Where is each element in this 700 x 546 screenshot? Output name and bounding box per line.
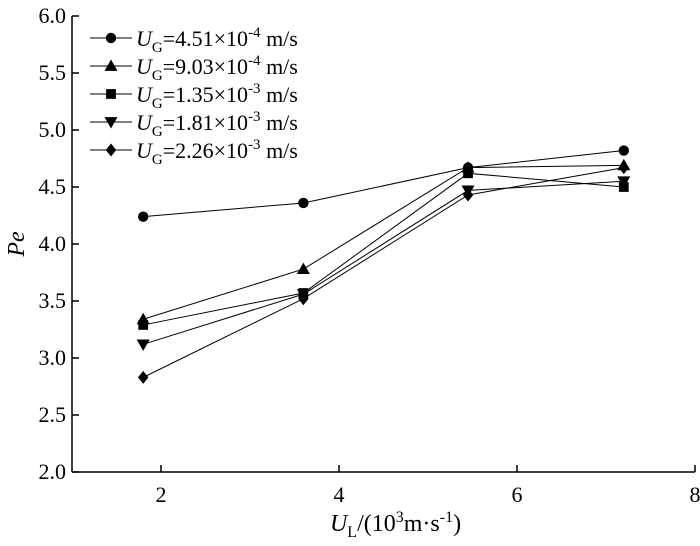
legend-u: U xyxy=(136,110,154,135)
legend-sub: G xyxy=(152,40,163,56)
x-tick-label: 4 xyxy=(334,482,345,507)
legend-entry: UG=9.03×10-4 m/s xyxy=(90,53,298,84)
x-label-sup: 3 xyxy=(396,509,404,526)
series-line xyxy=(142,167,624,378)
legend-sup: -3 xyxy=(248,137,261,153)
x-label-close: ) xyxy=(453,511,461,537)
legend-eq: =4.51×10 xyxy=(163,26,248,51)
legend-marker xyxy=(104,117,118,129)
legend-sup: -4 xyxy=(248,25,261,41)
legend-sup: -3 xyxy=(248,81,261,97)
data-point xyxy=(136,339,150,351)
y-tick-label: 3.0 xyxy=(39,345,67,370)
legend-label: UG=9.03×10-4 m/s xyxy=(136,53,298,84)
series-1 xyxy=(138,145,629,222)
series-4 xyxy=(136,176,631,351)
data-point xyxy=(618,145,629,156)
series-3 xyxy=(138,168,629,330)
legend-eq: =1.81×10 xyxy=(163,110,248,135)
legend-label: UG=1.35×10-3 m/s xyxy=(136,81,298,112)
x-label-rest: /(10 xyxy=(357,511,396,537)
data-point xyxy=(462,188,474,202)
legend-label: UG=1.81×10-3 m/s xyxy=(136,109,298,140)
legend-unit: m/s xyxy=(261,110,298,135)
series-line xyxy=(143,150,624,218)
y-tick-label: 2.0 xyxy=(39,459,67,484)
legend-unit: m/s xyxy=(261,54,298,79)
series-layer xyxy=(136,145,631,384)
legend-label: UG=2.26×10-3 m/s xyxy=(136,137,298,168)
legend-sup: -4 xyxy=(248,53,261,69)
legend-u: U xyxy=(136,54,154,79)
x-axis-label: UL/(103m·s-1) xyxy=(330,509,461,541)
data-point xyxy=(138,320,149,330)
series-line xyxy=(143,164,624,320)
x-label-unit-sup: -1 xyxy=(440,509,453,526)
series-line xyxy=(143,180,624,345)
legend-marker xyxy=(106,89,116,99)
data-point xyxy=(296,262,310,274)
legend-sub: G xyxy=(152,124,163,140)
series-line xyxy=(143,172,624,326)
legend-eq: =2.26×10 xyxy=(163,138,248,163)
x-label-u: U xyxy=(330,511,349,537)
legend-entry: UG=1.35×10-3 m/s xyxy=(90,81,298,112)
x-label-unit: m·s xyxy=(404,511,440,537)
x-tick-label: 6 xyxy=(512,482,523,507)
y-axis-label: Pe xyxy=(4,231,30,258)
legend-entry: UG=1.81×10-3 m/s xyxy=(90,109,298,140)
legend-unit: m/s xyxy=(261,26,298,51)
legend-unit: m/s xyxy=(261,82,298,107)
legend-entry: UG=4.51×10-4 m/s xyxy=(90,25,298,56)
data-point xyxy=(138,211,149,222)
y-tick-label: 4.5 xyxy=(39,174,67,199)
legend-marker xyxy=(105,143,117,157)
data-point xyxy=(617,176,631,188)
series-2 xyxy=(136,158,631,325)
axes: 2.0 2.5 3.0 3.5 4.0 4.5 5.0 5.5 6.0 2 4 6 8 xyxy=(39,3,700,507)
legend-u: U xyxy=(136,138,154,163)
legend-unit: m/s xyxy=(261,138,298,163)
legend-marker xyxy=(104,59,118,71)
legend-entry: UG=2.26×10-3 m/s xyxy=(90,137,298,168)
series-5 xyxy=(138,161,629,384)
data-point xyxy=(298,197,309,209)
legend: UG=4.51×10-4 m/sUG=9.03×10-4 m/sUG=1.35×… xyxy=(90,25,298,168)
y-tick-label: 5.0 xyxy=(39,117,67,142)
data-point xyxy=(138,370,149,384)
legend-eq: =1.35×10 xyxy=(163,82,248,107)
y-tick-label: 6.0 xyxy=(39,3,67,28)
y-tick-label: 3.5 xyxy=(39,288,67,313)
legend-u: U xyxy=(136,26,154,51)
legend-sub: G xyxy=(152,152,163,168)
y-tick-label: 2.5 xyxy=(39,402,67,427)
legend-sub: G xyxy=(152,96,163,112)
data-point xyxy=(463,168,473,179)
legend-label: UG=4.51×10-4 m/s xyxy=(136,25,298,56)
legend-eq: =9.03×10 xyxy=(163,54,248,79)
x-tick-label: 2 xyxy=(156,482,167,507)
y-tick-label: 4.0 xyxy=(39,231,67,256)
legend-sub: G xyxy=(152,68,163,84)
axis-labels: Pe UL/(103m·s-1) xyxy=(4,231,461,541)
data-point xyxy=(618,161,629,175)
x-tick-label: 8 xyxy=(690,482,700,507)
y-tick-label: 5.5 xyxy=(39,60,67,85)
x-label-sub: L xyxy=(347,524,357,541)
legend-sup: -3 xyxy=(248,109,261,125)
legend-marker xyxy=(105,32,117,44)
data-point xyxy=(298,292,309,306)
legend-u: U xyxy=(136,82,154,107)
